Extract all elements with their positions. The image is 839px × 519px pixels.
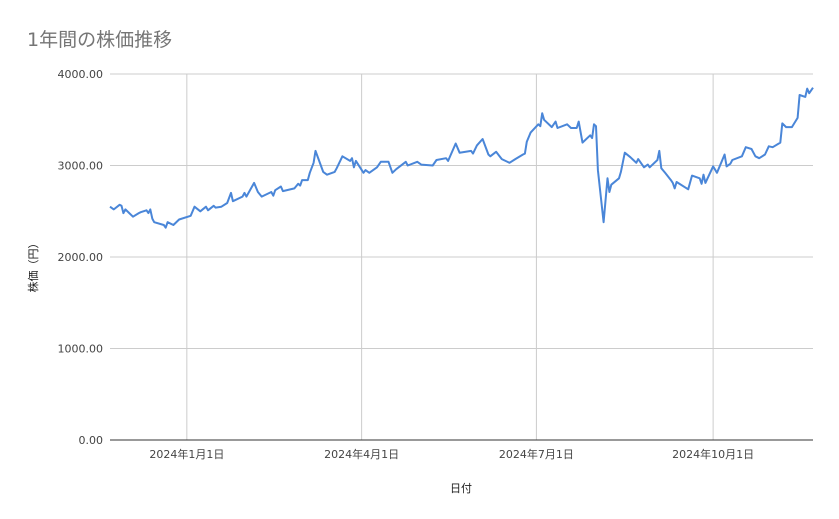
x-tick-label: 2024年1月1日 [149, 447, 224, 461]
y-tick-label: 3000.00 [58, 160, 104, 173]
price-line [109, 87, 814, 229]
y-tick-label: 2000.00 [58, 251, 104, 264]
y-tick-label: 1000.00 [58, 343, 104, 356]
x-axis-label: 日付 [450, 482, 472, 495]
y-tick-label: 0.00 [79, 434, 104, 447]
x-tick-label: 2024年10月1日 [672, 447, 754, 461]
x-tick-label: 2024年4月1日 [324, 447, 399, 461]
y-tick-label: 4000.00 [58, 68, 104, 81]
chart-title: 1年間の株価推移 [27, 29, 173, 51]
x-tick-label: 2024年7月1日 [499, 447, 574, 461]
